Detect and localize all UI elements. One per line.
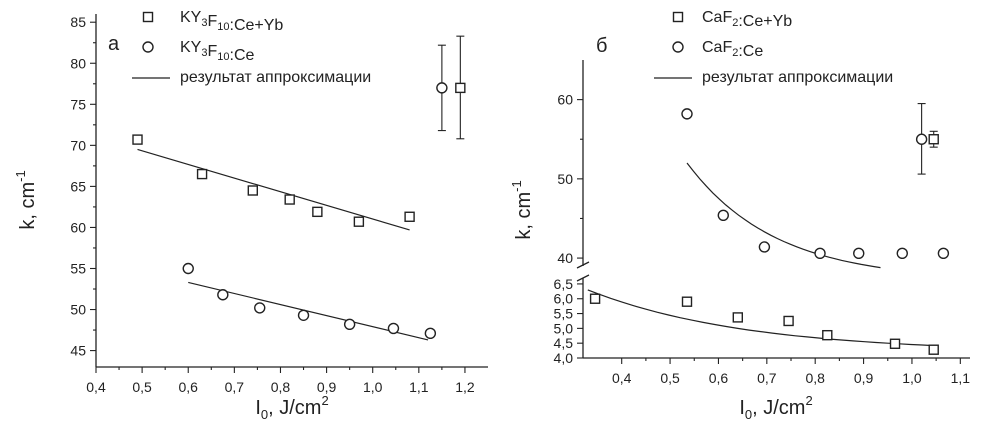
panel-b-y-tick-label-upper: 40 xyxy=(557,250,573,266)
panel-a-error-point xyxy=(436,82,448,94)
panel-a-point xyxy=(353,216,365,227)
panel-a-x-tick-label: 1,0 xyxy=(363,379,383,395)
panel-b-point-lower xyxy=(822,329,833,341)
panel-a-legend-marker xyxy=(142,41,154,53)
panel-a-fit-line xyxy=(137,148,410,231)
panel-b-fit-curve-upper xyxy=(686,162,881,269)
panel-a-point xyxy=(284,194,295,205)
panel-b-fit-curve-lower xyxy=(587,289,934,347)
panel-b-point-upper xyxy=(814,247,826,260)
panel-a-y-tick-label: 55 xyxy=(70,260,86,276)
panel-a-point xyxy=(387,322,400,335)
panel-b-y-axis-label: k, cm-1 xyxy=(509,180,535,239)
panel-a-y-tick-label: 45 xyxy=(70,343,86,359)
panel-b-point-upper xyxy=(717,209,729,221)
panel-b-point-upper xyxy=(681,108,693,120)
panel-a-y-axis-label: k, cm-1 xyxy=(13,170,39,229)
panel-a-y-tick-label: 80 xyxy=(70,55,86,71)
panel-a-point xyxy=(312,206,323,218)
panel-a-y-tick-label: 65 xyxy=(70,178,86,194)
panel-b-legend-text: CaF2:Ce xyxy=(702,39,763,60)
panel-a-point xyxy=(404,211,415,222)
panel-a-point xyxy=(196,168,208,180)
panel-b-legend-marker xyxy=(672,11,684,23)
panel-b-point-lower xyxy=(732,312,743,323)
panel-a-y-tick-label: 85 xyxy=(70,14,86,30)
panel-a-y-tick-label: 70 xyxy=(70,137,86,153)
panel-a-x-tick-label: 0,7 xyxy=(225,379,245,395)
panel-b-point-lower xyxy=(928,344,939,355)
panel-b-error-point xyxy=(928,134,939,145)
panel-b-x-tick-label: 0,9 xyxy=(854,370,874,386)
panel-b-x-tick-label: 1,0 xyxy=(902,370,922,386)
panel-a-x-tick-label: 0,9 xyxy=(317,379,337,395)
panel-b-chart: 0,4 0,5 0,6 0,7 0,8 0,9 1,0 1,1 40 50 60 4,04,55,05… xyxy=(509,9,970,422)
panel-a-point xyxy=(182,262,194,275)
panel-b-point-lower xyxy=(589,293,601,304)
panel-a-legend-text: результат аппроксимации xyxy=(180,69,371,86)
panel-a-y-tick-label: 75 xyxy=(70,96,86,112)
panel-a-x-tick-label: 0,5 xyxy=(132,379,152,395)
panel-b-axis-break-mark xyxy=(576,274,590,282)
panel-b-y-tick-label-lower: 5,0 xyxy=(554,320,574,336)
panel-b-y-tick-label-lower: 6,5 xyxy=(554,276,574,292)
panel-b-label: б xyxy=(596,35,607,57)
panel-a-x-axis-label: I0, J/cm2 xyxy=(255,393,328,422)
panel-a-point xyxy=(297,309,310,321)
panel-a-x-tick-label: 0,8 xyxy=(271,379,291,395)
panel-a-point xyxy=(132,134,143,145)
panel-b-x-tick-label: 0,8 xyxy=(805,370,825,386)
panel-a-point xyxy=(217,289,229,301)
panel-a-y-tick-label: 50 xyxy=(70,302,86,318)
panel-a-x-tick-label: 1,2 xyxy=(455,379,475,395)
panel-b-point-upper xyxy=(853,247,865,260)
panel-a-x-tick-label: 0,4 xyxy=(86,379,106,395)
panel-b-y-tick-label-upper: 60 xyxy=(557,92,573,108)
panel-b-legend-marker xyxy=(672,41,684,53)
panel-b-y-tick-label-lower: 6,0 xyxy=(554,291,574,307)
panel-a-legend-text: KY3F10:Ce xyxy=(180,39,255,64)
panel-b-x-axis-label: I0, J/cm2 xyxy=(739,393,812,422)
panel-b-legend-text: результат аппроксимации xyxy=(702,69,893,86)
panel-b-x-tick-label: 0,6 xyxy=(709,370,729,386)
panel-b-y-tick-label-upper: 50 xyxy=(557,171,573,187)
panel-b-point-lower xyxy=(783,315,794,327)
panel-b-y-tick-label-lower: 4,0 xyxy=(554,350,574,366)
panel-b-error-point xyxy=(915,133,928,145)
panel-a-fit-line xyxy=(188,281,429,341)
panel-b-legend-text: CaF2:Ce+Yb xyxy=(702,9,792,30)
panel-b-point-upper xyxy=(937,247,950,260)
panel-a-chart: 0,4 0,5 0,6 0,7 0,8 0,9 1,0 1,1 1,2 45 50 55 60 65 70 7… xyxy=(13,9,488,422)
panel-a-label: а xyxy=(108,33,120,55)
panel-b-x-tick-label: 0,7 xyxy=(757,370,777,386)
panel-a-point xyxy=(424,327,437,340)
panel-b-x-tick-label: 0,4 xyxy=(612,370,632,386)
panel-a-y-tick-label: 60 xyxy=(70,219,86,235)
panel-b-y-tick-label-lower: 4,5 xyxy=(554,335,574,351)
panel-a-legend-marker xyxy=(142,11,154,23)
panel-b-x-tick-label: 0,5 xyxy=(660,370,680,386)
panel-b-point-lower xyxy=(889,338,901,349)
panel-b-y-tick-label-lower: 5,5 xyxy=(554,306,574,322)
panel-b-x-tick-label: 1,1 xyxy=(951,370,971,386)
panel-b-axis-break-mark xyxy=(576,261,590,269)
panel-b-point-lower xyxy=(681,296,693,307)
panel-b-point-upper xyxy=(896,247,908,260)
panel-a-point xyxy=(343,318,356,331)
panel-b-point-upper xyxy=(758,241,771,253)
panel-a-point xyxy=(254,302,266,314)
panel-a-x-tick-label: 1,1 xyxy=(409,379,429,395)
panel-a-error-point xyxy=(455,82,466,94)
panel-a-point xyxy=(247,185,259,196)
panel-a-legend-text: KY3F10:Ce+Yb xyxy=(180,9,283,34)
panel-a-x-tick-label: 0,6 xyxy=(179,379,199,395)
